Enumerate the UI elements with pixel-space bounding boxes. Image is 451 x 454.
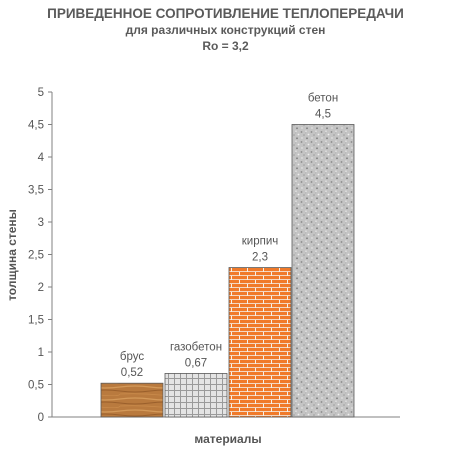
bar-tile [164, 373, 228, 418]
y-tick-label: 4,5 [28, 120, 44, 132]
y-tick-label: 0,5 [28, 380, 44, 392]
chart-subtitle: для различных конструкций стен [125, 23, 326, 37]
y-tick-label: 3 [38, 217, 44, 229]
chart-subtitle-ro: Ro = 3,2 [202, 39, 249, 53]
y-tick-label: 3,5 [28, 185, 44, 197]
bars [100, 124, 355, 418]
bar-category-label: газобетон [170, 341, 222, 353]
bar-value-label: 0,52 [121, 367, 143, 379]
bar-category-label: брус [120, 351, 144, 363]
y-tick-label: 2,5 [28, 250, 44, 262]
y-axis-label: толщина стены [5, 209, 19, 301]
bar-wood [100, 382, 164, 418]
y-tick-label: 0 [38, 412, 44, 424]
x-axis-label: материалы [194, 432, 261, 446]
bar-brick [228, 267, 292, 418]
y-ticks: 0 0,5 1 1,5 2 2,5 3 3,5 4 4,5 5 [28, 87, 52, 424]
bar-concrete [291, 124, 355, 418]
y-tick-label: 2 [38, 282, 44, 294]
bar-category-label: бетон [308, 93, 338, 105]
data-labels: брус 0,52 газобетон 0,67 кирпич 2,3 бетон 4,5 [120, 93, 338, 380]
y-tick-label: 4 [38, 152, 45, 164]
bar-category-label: кирпич [242, 236, 279, 248]
y-tick-label: 1,5 [28, 315, 44, 327]
bar-value-label: 4,5 [315, 109, 331, 121]
bar-value-label: 0,67 [185, 357, 207, 369]
chart-title: ПРИВЕДЕННОЕ СОПРОТИВЛЕНИЕ ТЕПЛОПЕРЕДАЧИ [47, 6, 404, 21]
y-tick-label: 1 [38, 347, 44, 359]
y-tick-label: 5 [38, 87, 44, 99]
bar-value-label: 2,3 [252, 252, 268, 264]
